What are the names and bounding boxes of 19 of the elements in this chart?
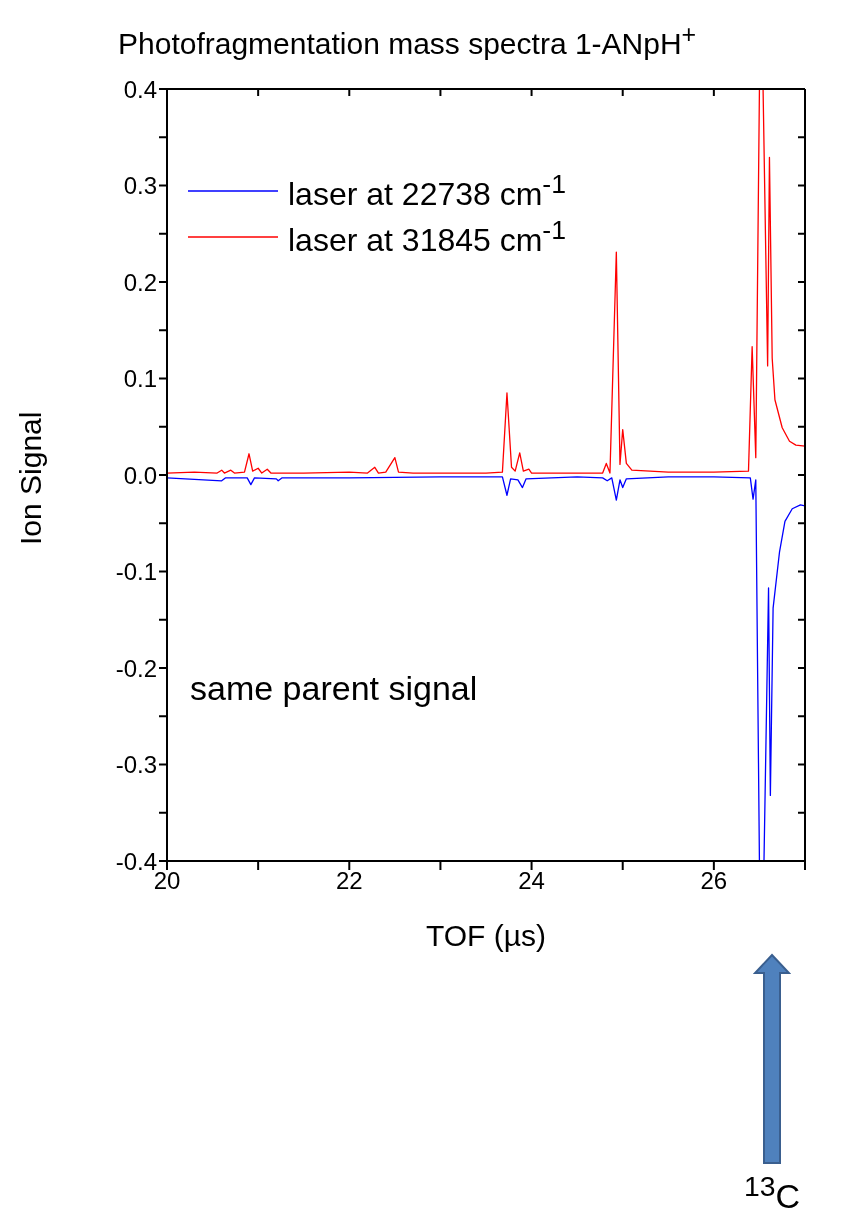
x-tick-label: 26 — [700, 867, 728, 895]
x-tick-label: 24 — [518, 867, 545, 895]
y-tick-label: -0.2 — [115, 654, 157, 682]
y-tick-label: 0.3 — [123, 172, 157, 200]
y-tick-label: 0.1 — [123, 365, 157, 393]
x-axis-title: TOF (µs) — [425, 919, 547, 952]
text: $^{13}$C — [744, 1169, 801, 1217]
chart-title: Photofragmentation mass spectra 1-ANpH$^{+}$ — [118, 20, 697, 61]
y-tick-label: 0.2 — [123, 268, 157, 296]
y-tick-label: -0.1 — [115, 558, 157, 586]
y-tick-label: 0.0 — [123, 461, 157, 489]
legend-label: laser at 22738 cm$^{-1}$ — [288, 169, 567, 213]
x-tick-label: 20 — [153, 867, 181, 895]
y-axis-title: Ion Signal — [13, 411, 47, 545]
y-tick-label: -0.3 — [115, 751, 157, 779]
y-tick-label: 0.4 — [123, 75, 157, 103]
annotation: same parent signal — [190, 668, 478, 708]
legend-label: laser at 31845 cm$^{-1}$ — [288, 215, 567, 259]
x-tick-label: 22 — [335, 867, 363, 895]
